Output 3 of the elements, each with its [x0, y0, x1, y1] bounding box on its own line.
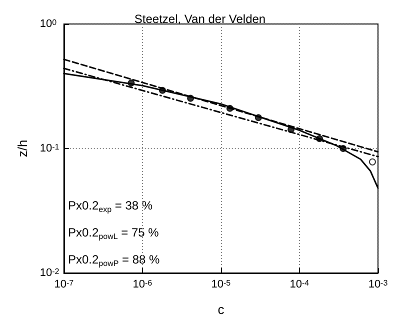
- chart-title: Steetzel, Van der Velden: [134, 12, 266, 26]
- x-axis-title: c: [218, 302, 225, 317]
- y-axis-title: z/h: [15, 140, 30, 158]
